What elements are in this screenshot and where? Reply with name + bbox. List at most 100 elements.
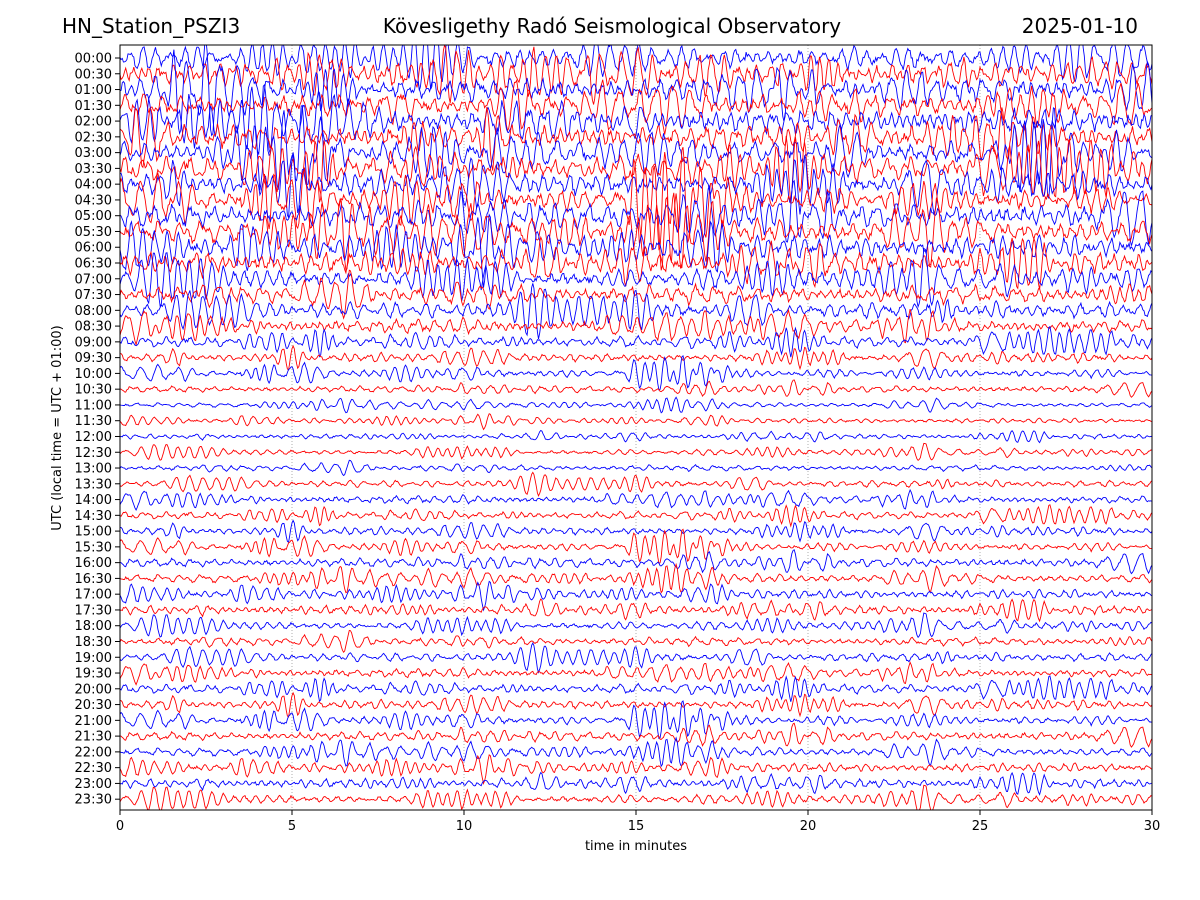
trace-0700 — [120, 247, 1152, 309]
y-tick-label-1630: 16:30 — [75, 572, 112, 587]
trace-0500 — [120, 179, 1152, 246]
trace-0130 — [120, 79, 1152, 135]
x-tick-label-15: 15 — [628, 819, 645, 834]
x-tick-label-0: 0 — [116, 819, 124, 834]
trace-1130 — [120, 413, 1152, 431]
trace-1430 — [120, 504, 1152, 528]
y-tick-label-1330: 13:30 — [75, 477, 112, 492]
station-name: HN_Station_PSZI3 — [62, 14, 241, 38]
y-tick-label-1300: 13:00 — [75, 462, 112, 477]
trace-2130 — [120, 722, 1152, 748]
trace-2300 — [120, 771, 1152, 796]
trace-0000 — [120, 45, 1152, 91]
x-tick-label-25: 25 — [972, 819, 989, 834]
trace-1330 — [120, 471, 1152, 497]
y-tick-label-1130: 11:30 — [75, 414, 112, 429]
y-tick-label-0100: 01:00 — [75, 83, 112, 98]
trace-1030 — [120, 379, 1152, 398]
y-tick-label-0930: 09:30 — [75, 351, 112, 366]
y-tick-label-1500: 15:00 — [75, 525, 112, 540]
trace-1930 — [120, 661, 1152, 686]
trace-0930 — [120, 344, 1152, 371]
trace-0430 — [120, 147, 1152, 251]
y-tick-label-0600: 06:00 — [75, 241, 112, 256]
y-tick-label-2000: 20:00 — [75, 682, 112, 697]
x-tick-label-10: 10 — [456, 819, 473, 834]
trace-1600 — [120, 549, 1152, 575]
y-tick-label-1930: 19:30 — [75, 667, 112, 682]
trace-0300 — [120, 104, 1152, 200]
y-tick-label-1200: 12:00 — [75, 430, 112, 445]
y-tick-label-0330: 03:30 — [75, 162, 112, 177]
trace-1300 — [120, 459, 1152, 477]
trace-0530 — [120, 193, 1152, 271]
y-tick-label-0130: 01:30 — [75, 99, 112, 114]
trace-1500 — [120, 519, 1152, 543]
y-tick-label-1100: 11:00 — [75, 398, 112, 413]
trace-2030 — [120, 691, 1152, 718]
trace-1200 — [120, 429, 1152, 444]
y-tick-label-0530: 05:30 — [75, 225, 112, 240]
y-tick-label-1430: 14:30 — [75, 509, 112, 524]
trace-1400 — [120, 488, 1152, 512]
y-tick-label-2100: 21:00 — [75, 714, 112, 729]
trace-0230 — [120, 106, 1152, 171]
y-tick-label-0800: 08:00 — [75, 304, 112, 319]
y-tick-label-1730: 17:30 — [75, 603, 112, 618]
trace-0800 — [120, 283, 1152, 339]
y-tick-label-1000: 10:00 — [75, 367, 112, 382]
vertical-gridlines — [291, 45, 981, 810]
trace-2200 — [120, 736, 1152, 768]
y-tick-label-1700: 17:00 — [75, 588, 112, 603]
trace-2230 — [120, 754, 1152, 786]
trace-2330 — [120, 784, 1152, 810]
y-tick-label-1030: 10:30 — [75, 383, 112, 398]
y-tick-label-0300: 03:00 — [75, 146, 112, 161]
y-axis-label: UTC (local time = UTC + 01:00) — [50, 325, 65, 530]
x-tick-label-30: 30 — [1144, 819, 1161, 834]
trace-0830 — [120, 308, 1152, 347]
x-tick-label-5: 5 — [288, 819, 296, 834]
trace-0900 — [120, 325, 1152, 358]
chart-date: 2025-01-10 — [1021, 14, 1138, 38]
trace-1800 — [120, 612, 1152, 639]
y-tick-label-1400: 14:00 — [75, 493, 112, 508]
y-tick-label-0730: 07:30 — [75, 288, 112, 303]
x-tick-label-20: 20 — [800, 819, 817, 834]
y-tick-label-2030: 20:30 — [75, 698, 112, 713]
trace-1000 — [120, 354, 1152, 391]
y-tick-label-0000: 00:00 — [75, 52, 112, 67]
y-tick-label-2230: 22:30 — [75, 761, 112, 776]
trace-2100 — [120, 700, 1152, 740]
y-tick-label-0030: 00:30 — [75, 67, 112, 82]
seismic-traces — [120, 45, 1152, 810]
y-tick-label-2330: 23:30 — [75, 793, 112, 808]
y-tick-label-1900: 19:00 — [75, 651, 112, 666]
y-tick-label-2300: 23:00 — [75, 777, 112, 792]
y-tick-label-1230: 12:30 — [75, 446, 112, 461]
y-tick-label-0630: 06:30 — [75, 257, 112, 272]
y-tick-label-0700: 07:00 — [75, 272, 112, 287]
trace-0030 — [120, 45, 1152, 105]
trace-0100 — [120, 45, 1152, 137]
trace-0630 — [120, 235, 1152, 290]
y-tick-label-1600: 16:00 — [75, 556, 112, 571]
trace-1100 — [120, 396, 1152, 414]
y-tick-label-0400: 04:00 — [75, 178, 112, 193]
x-axis-label: time in minutes — [585, 839, 687, 854]
y-tick-label-1530: 15:30 — [75, 540, 112, 555]
trace-1530 — [120, 528, 1152, 564]
trace-0730 — [120, 269, 1152, 320]
y-tick-label-0900: 09:00 — [75, 335, 112, 350]
y-tick-label-2200: 22:00 — [75, 745, 112, 760]
x-axis-ticks: 0 5 10 15 20 25 30 — [116, 810, 1160, 834]
trace-1700 — [120, 580, 1152, 612]
y-tick-label-0430: 04:30 — [75, 193, 112, 208]
y-tick-label-2130: 21:30 — [75, 730, 112, 745]
y-tick-label-0500: 05:00 — [75, 209, 112, 224]
y-tick-label-0830: 08:30 — [75, 320, 112, 335]
trace-1730 — [120, 598, 1152, 623]
y-tick-label-1800: 18:00 — [75, 619, 112, 634]
y-tick-label-1830: 18:30 — [75, 635, 112, 650]
